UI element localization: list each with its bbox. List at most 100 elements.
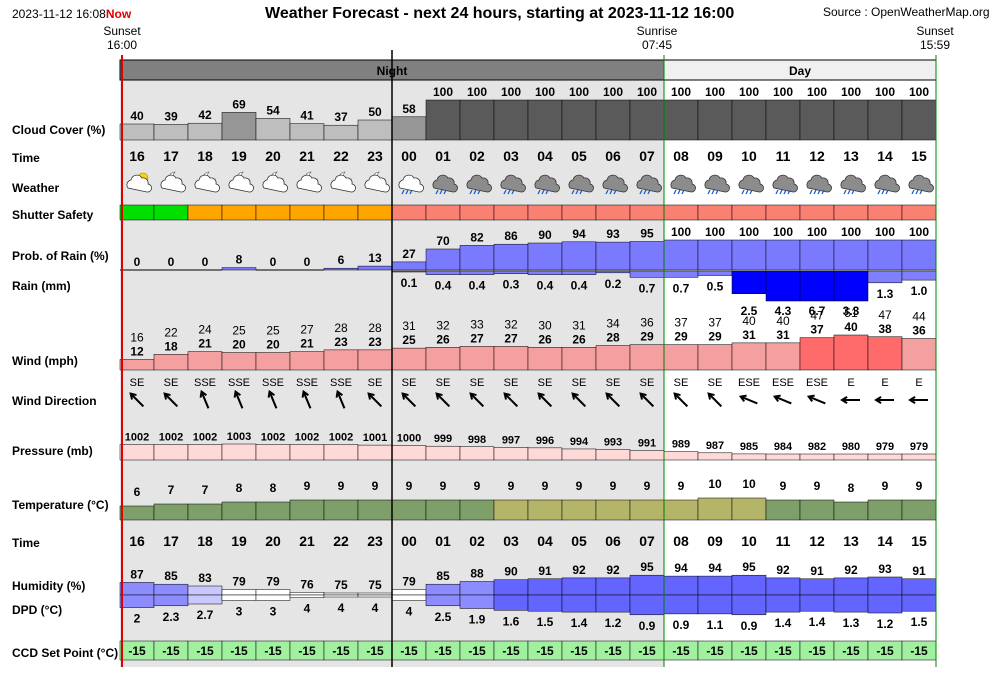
wind-arrow-icon bbox=[806, 394, 826, 405]
wind-direction-label: E bbox=[881, 377, 888, 389]
rain-bar bbox=[425, 270, 461, 275]
prob-rain-value: 100 bbox=[909, 225, 929, 239]
prob-rain-value: 6 bbox=[338, 253, 345, 267]
wind-speed-value: 27 bbox=[504, 331, 518, 345]
temperature-value: 8 bbox=[270, 481, 277, 495]
wind-bar bbox=[425, 347, 461, 371]
cloud-bar bbox=[629, 99, 665, 141]
rain-bar bbox=[629, 270, 665, 278]
ccd-value: -15 bbox=[740, 644, 758, 658]
time-label: 10 bbox=[741, 148, 757, 164]
prob-rain-value: 0 bbox=[134, 255, 141, 269]
humidity-value: 94 bbox=[708, 561, 722, 575]
wind-gust-value: 22 bbox=[164, 325, 178, 339]
wind-bar bbox=[527, 347, 563, 371]
cloud-bar bbox=[221, 112, 257, 141]
humidity-bar bbox=[391, 589, 427, 596]
time-label: 21 bbox=[299, 148, 315, 164]
dpd-bar bbox=[697, 594, 733, 615]
humidity-bar bbox=[799, 578, 835, 596]
humidity-bar bbox=[867, 576, 903, 596]
wind-direction-label: SE bbox=[470, 377, 485, 389]
time-label: 13 bbox=[843, 148, 859, 164]
temperature-bar bbox=[833, 501, 869, 521]
ccd-value: -15 bbox=[638, 644, 656, 658]
time-label: 11 bbox=[776, 148, 791, 164]
dpd-value: 1.2 bbox=[877, 617, 894, 631]
wind-direction-label: SE bbox=[708, 377, 723, 389]
partly-cloudy-night-icon bbox=[296, 171, 322, 193]
temperature-value: 9 bbox=[406, 479, 413, 493]
ccd-value: -15 bbox=[196, 644, 214, 658]
rain-bar bbox=[697, 270, 733, 276]
time-label: 16 bbox=[129, 533, 145, 549]
ccd-value: -15 bbox=[128, 644, 146, 658]
prob-rain-value: 100 bbox=[875, 225, 895, 239]
wind-bar bbox=[357, 349, 393, 371]
humidity-value: 93 bbox=[878, 562, 892, 576]
rain-value: 0.2 bbox=[605, 277, 622, 291]
partly-cloudy-night-icon bbox=[364, 171, 390, 193]
wind-speed-value: 40 bbox=[844, 320, 858, 334]
time-label: 14 bbox=[877, 533, 893, 549]
temperature-value: 9 bbox=[814, 479, 821, 493]
wind-gust-value: 30 bbox=[538, 318, 552, 332]
wind-gust-value: 47 bbox=[810, 309, 824, 323]
temperature-bar bbox=[357, 499, 393, 521]
cloud-bar bbox=[867, 99, 903, 141]
dpd-bar bbox=[901, 594, 937, 612]
wind-bar bbox=[493, 346, 529, 371]
humidity-value: 75 bbox=[334, 578, 348, 592]
wind-speed-value: 20 bbox=[266, 338, 280, 352]
bars-layer bbox=[119, 99, 937, 661]
pressure-value: 996 bbox=[536, 435, 554, 447]
dpd-bar bbox=[731, 594, 767, 616]
wind-bar bbox=[323, 349, 359, 371]
wind-direction-label: SE bbox=[130, 377, 145, 389]
wind-arrow-icon bbox=[738, 394, 758, 405]
wind-direction-label: SE bbox=[504, 377, 519, 389]
cloud-bar bbox=[425, 99, 461, 141]
time-label: 06 bbox=[605, 148, 621, 164]
prob-rain-bar bbox=[901, 239, 937, 271]
rain-icon bbox=[534, 174, 560, 195]
heavy-rain-icon bbox=[772, 174, 798, 195]
humidity-bar bbox=[629, 574, 665, 596]
dpd-value: 1.9 bbox=[469, 613, 486, 627]
temperature-value: 9 bbox=[508, 479, 515, 493]
temperature-value: 9 bbox=[576, 479, 583, 493]
shutter-cell-unsafe bbox=[765, 204, 801, 221]
wind-speed-value: 25 bbox=[402, 333, 416, 347]
humidity-value: 88 bbox=[470, 567, 484, 581]
time-label: 23 bbox=[367, 148, 383, 164]
rain-bar bbox=[595, 270, 631, 274]
cloud-value: 39 bbox=[164, 109, 178, 123]
dpd-bar bbox=[867, 594, 903, 614]
ccd-value: -15 bbox=[842, 644, 860, 658]
pressure-bar bbox=[799, 453, 835, 461]
temperature-value: 9 bbox=[644, 479, 651, 493]
humidity-bar bbox=[187, 585, 223, 596]
shutter-cell-unsafe bbox=[901, 204, 937, 221]
cloud-value: 100 bbox=[705, 85, 725, 99]
prob-rain-value: 100 bbox=[739, 225, 759, 239]
temperature-value: 7 bbox=[202, 483, 209, 497]
cloud-bar bbox=[459, 99, 495, 141]
wind-speed-value: 31 bbox=[742, 328, 756, 342]
cloud-value: 100 bbox=[637, 85, 657, 99]
temperature-value: 9 bbox=[338, 479, 345, 493]
prob-rain-bar bbox=[731, 239, 767, 271]
time-label: 12 bbox=[809, 148, 825, 164]
rain-bar bbox=[867, 270, 903, 284]
wind-arrow-icon bbox=[163, 392, 179, 408]
prob-rain-value: 100 bbox=[705, 225, 725, 239]
dpd-value: 1.4 bbox=[571, 616, 588, 630]
rain-icon bbox=[500, 174, 526, 195]
pressure-bar bbox=[119, 444, 155, 461]
pressure-value: 980 bbox=[842, 441, 860, 453]
row-label-time-bottom: Time bbox=[12, 536, 40, 550]
wind-gust-value: 31 bbox=[572, 318, 586, 332]
rain-value: 0.5 bbox=[707, 280, 724, 294]
temperature-bar bbox=[255, 501, 291, 521]
dpd-bar bbox=[119, 594, 155, 608]
